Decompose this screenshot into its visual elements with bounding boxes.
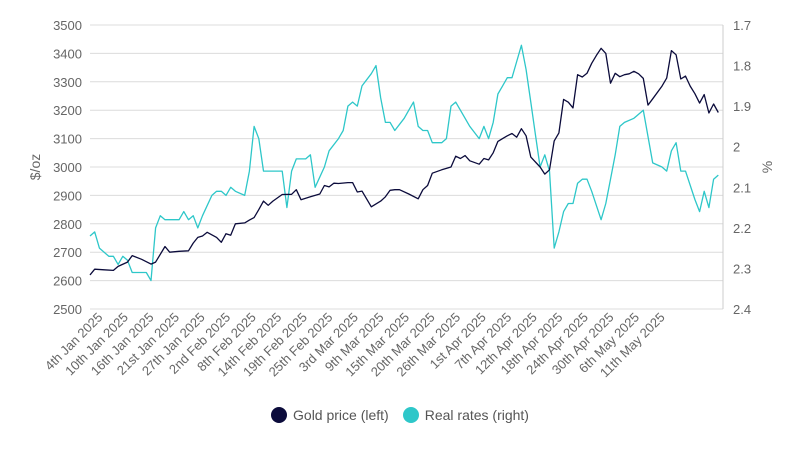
y-left-tick-label: 2700 [53, 245, 82, 260]
y-right-tick-label: 2 [733, 140, 740, 155]
real-rates-line [89, 44, 719, 282]
chart-svg: 2500 2600 2700 2800 2900 3000 3100 3200 3300 3400… [27, 18, 775, 380]
legend-label-gold: Gold price (left) [293, 407, 389, 423]
legend-item-real-rates[interactable]: Real rates (right) [402, 407, 529, 423]
gold-price-line [89, 47, 719, 276]
y-left-tick-label: 3200 [53, 103, 82, 118]
legend: Gold price (left) Real rates (right) [0, 407, 800, 423]
y-right-axis-title: % [759, 161, 775, 173]
y-left-tick-label: 3400 [53, 46, 82, 61]
legend-marker-real-rates [402, 407, 419, 423]
y-right-tick-label: 2.1 [733, 180, 751, 195]
y-right-tick-label: 1.7 [733, 18, 751, 33]
y-right-tick-label: 1.8 [733, 59, 751, 74]
y-right-tick-label: 2.3 [733, 261, 751, 276]
y-left-tick-label: 3300 [53, 75, 82, 90]
y-left-tick-label: 2900 [53, 188, 82, 203]
y-left-tick-label: 2800 [53, 217, 82, 232]
legend-marker-gold [271, 407, 288, 423]
y-right-tick-label: 1.9 [733, 99, 751, 114]
y-right-tick-label: 2.2 [733, 221, 751, 236]
legend-label-real-rates: Real rates (right) [424, 407, 529, 423]
y-left-tick-label: 2600 [53, 274, 82, 289]
y-left-axis-title: $/oz [27, 154, 43, 180]
y-left-tick-label: 2500 [53, 302, 82, 317]
y-left-tick-label: 3500 [53, 18, 82, 33]
legend-item-gold[interactable]: Gold price (left) [271, 407, 389, 423]
y-left-tick-label: 3100 [53, 132, 82, 147]
y-right-tick-label: 2.4 [733, 302, 751, 317]
y-left-tick-label: 3000 [53, 160, 82, 175]
